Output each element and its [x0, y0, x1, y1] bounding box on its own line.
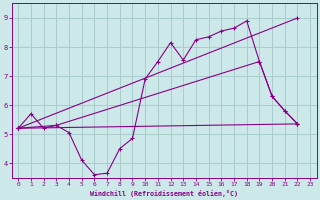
X-axis label: Windchill (Refroidissement éolien,°C): Windchill (Refroidissement éolien,°C) [90, 190, 238, 197]
